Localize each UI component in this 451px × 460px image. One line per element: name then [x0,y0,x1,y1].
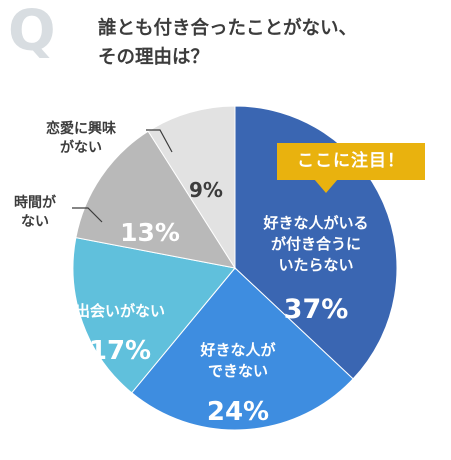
slice-label-2-line-2: できない [208,362,268,380]
slice-value-3: 17% [89,336,151,366]
slice-value-1: 37% [284,294,349,325]
slice-value-4: 13% [120,218,180,247]
callout-badge: ここに注目！ [277,143,425,180]
slice-label-no-interest-line-2: がない [60,140,102,156]
slice-value-5: 9% [189,178,223,202]
question-title: 誰とも付き合ったことがない、 その理由は？ [98,14,443,72]
slice-value-2: 24% [207,397,269,427]
slice-label-no-time-line-1: 時間が [14,195,56,211]
question-line-1: 誰とも付き合ったことがない、 [98,18,358,39]
pie-slice-4 [75,130,237,269]
slice-label-no-time: 時間が ない [14,194,56,232]
slice-label-1-line-1: 好きな人がいる [262,214,368,232]
slice-label-3-line-1: 出会いがない [75,302,165,320]
callout-pointer [314,179,338,193]
slice-label-no-time-line-2: ない [21,214,49,230]
slice-label-no-interest-line-1: 恋愛に興味 [46,121,116,137]
leader-line-no-time [72,207,103,223]
leader-line-no-interest [146,129,173,153]
question-line-2: その理由は？ [98,47,210,68]
slice-label-2-line-1: 好きな人が [199,341,276,359]
slice-label-1-line-3: いたらない [278,256,353,274]
slice-label-no-interest: 恋愛に興味 がない [46,120,116,158]
q-mark: Q [8,0,56,64]
pie-slice-3 [72,237,236,394]
slice-label-1-line-2: が付き合うに [271,235,361,253]
pie-slice-2 [131,267,354,431]
